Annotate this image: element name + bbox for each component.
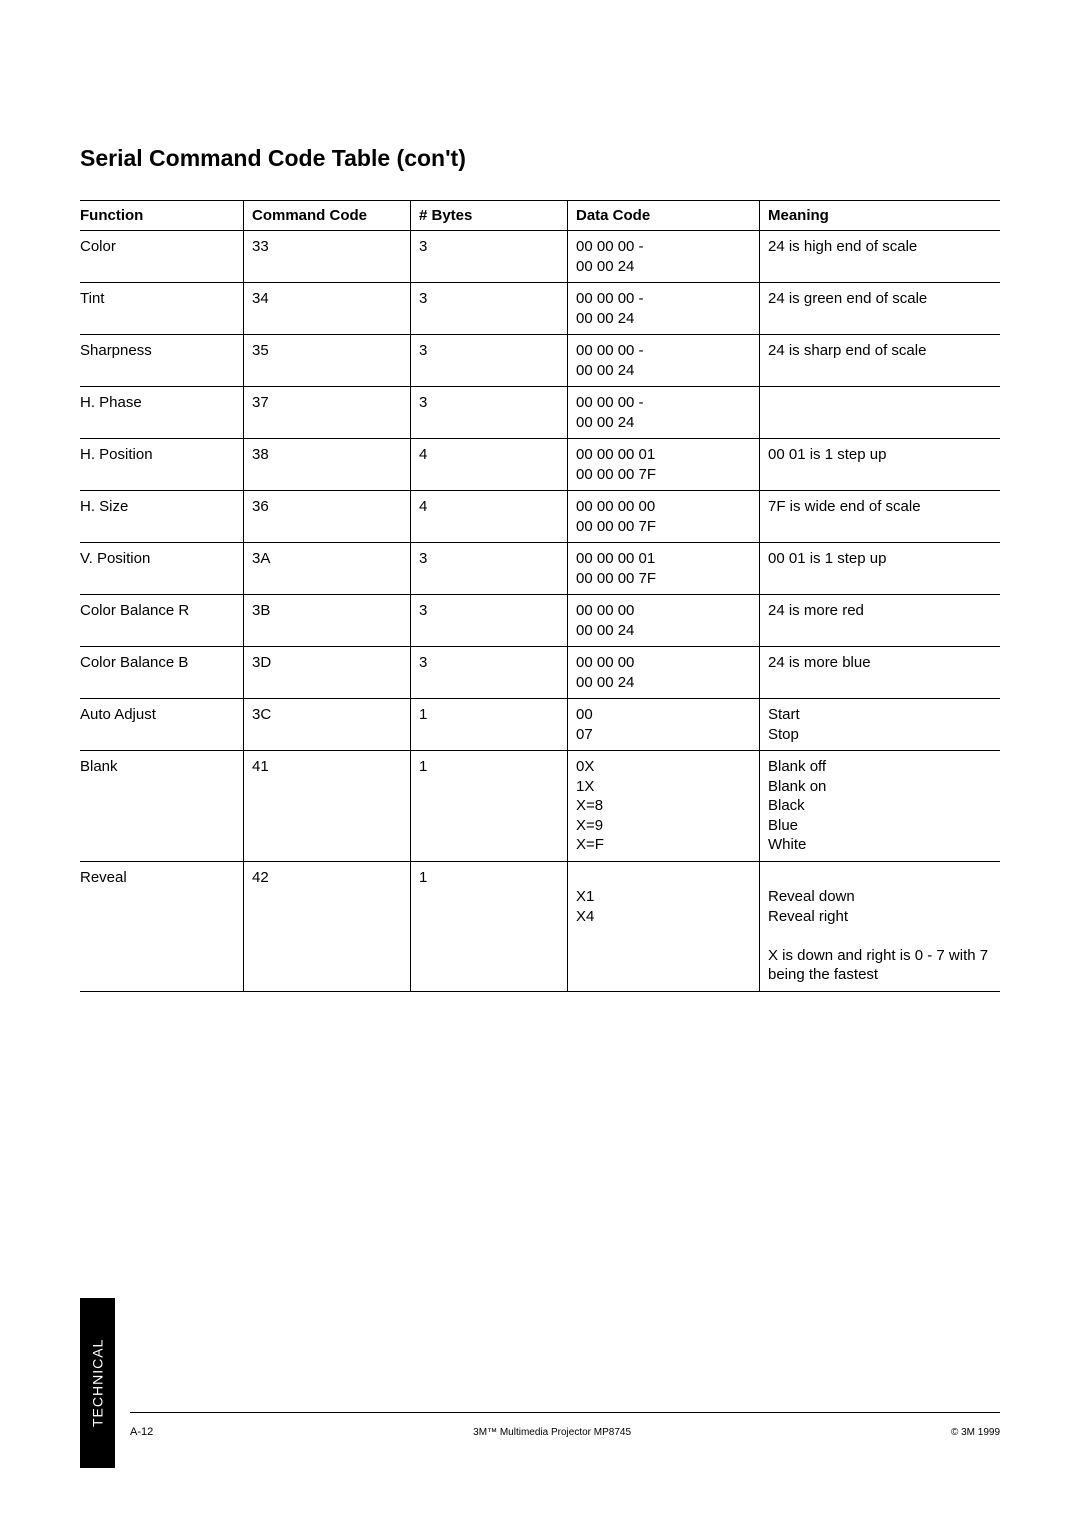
table-row: H. Position 38 4 00 00 00 01 00 00 00 7F… — [80, 439, 1000, 491]
side-section-tab: TECHNICAL — [80, 1298, 115, 1468]
document-page: Serial Command Code Table (con't) Functi… — [0, 0, 1080, 1528]
col-header-function: Function — [80, 201, 244, 231]
cell-function: H. Phase — [80, 387, 244, 439]
cell-function: Sharpness — [80, 335, 244, 387]
col-header-data-code: Data Code — [568, 201, 760, 231]
cell-code: 38 — [244, 439, 411, 491]
cell-bytes: 3 — [411, 283, 568, 335]
cell-data: 0X 1X X=8 X=9 X=F — [568, 751, 760, 862]
cell-data: 00 00 00 01 00 00 00 7F — [568, 543, 760, 595]
cell-code: 37 — [244, 387, 411, 439]
cell-code: 3C — [244, 699, 411, 751]
cell-data: 00 00 00 01 00 00 00 7F — [568, 439, 760, 491]
table-row: Reveal 42 1 X1 X4 Reveal down Reveal rig… — [80, 861, 1000, 991]
footer-copyright: © 3M 1999 — [951, 1427, 1000, 1438]
footer-page-number: A-12 — [130, 1426, 153, 1438]
cell-bytes: 1 — [411, 861, 568, 991]
col-header-meaning: Meaning — [760, 201, 1001, 231]
cell-bytes: 3 — [411, 335, 568, 387]
footer-divider — [130, 1412, 1000, 1413]
cell-meaning: Reveal down Reveal right X is down and r… — [760, 861, 1001, 991]
cell-meaning — [760, 387, 1001, 439]
footer-product-name: 3M™ Multimedia Projector MP8745 — [473, 1427, 631, 1438]
cell-data: 00 00 00 - 00 00 24 — [568, 231, 760, 283]
cell-data: 00 00 00 00 00 00 00 7F — [568, 491, 760, 543]
cell-bytes: 1 — [411, 751, 568, 862]
cell-data: 00 07 — [568, 699, 760, 751]
cell-bytes: 4 — [411, 491, 568, 543]
cell-meaning: 24 is more red — [760, 595, 1001, 647]
cell-code: 33 — [244, 231, 411, 283]
cell-data: 00 00 00 - 00 00 24 — [568, 387, 760, 439]
cell-data: X1 X4 — [568, 861, 760, 991]
col-header-command-code: Command Code — [244, 201, 411, 231]
cell-code: 41 — [244, 751, 411, 862]
page-footer: A-12 3M™ Multimedia Projector MP8745 © 3… — [130, 1426, 1000, 1438]
cell-meaning: 7F is wide end of scale — [760, 491, 1001, 543]
cell-data: 00 00 00 - 00 00 24 — [568, 283, 760, 335]
table-row: V. Position 3A 3 00 00 00 01 00 00 00 7F… — [80, 543, 1000, 595]
cell-bytes: 3 — [411, 595, 568, 647]
cell-meaning: 24 is sharp end of scale — [760, 335, 1001, 387]
col-header-bytes: # Bytes — [411, 201, 568, 231]
cell-code: 3D — [244, 647, 411, 699]
table-row: H. Size 36 4 00 00 00 00 00 00 00 7F 7F … — [80, 491, 1000, 543]
cell-bytes: 3 — [411, 543, 568, 595]
cell-code: 3A — [244, 543, 411, 595]
cell-meaning: Blank off Blank on Black Blue White — [760, 751, 1001, 862]
table-header-row: Function Command Code # Bytes Data Code … — [80, 201, 1000, 231]
table-row: Auto Adjust 3C 1 00 07 Start Stop — [80, 699, 1000, 751]
cell-function: V. Position — [80, 543, 244, 595]
cell-function: H. Size — [80, 491, 244, 543]
cell-function: Tint — [80, 283, 244, 335]
cell-function: Reveal — [80, 861, 244, 991]
cell-data: 00 00 00 00 00 24 — [568, 647, 760, 699]
cell-data: 00 00 00 00 00 24 — [568, 595, 760, 647]
page-title: Serial Command Code Table (con't) — [80, 145, 1000, 172]
cell-meaning: 24 is green end of scale — [760, 283, 1001, 335]
side-tab-label: TECHNICAL — [90, 1339, 106, 1427]
cell-function: Color Balance R — [80, 595, 244, 647]
cell-function: Color — [80, 231, 244, 283]
cell-meaning: 00 01 is 1 step up — [760, 543, 1001, 595]
table-row: Sharpness 35 3 00 00 00 - 00 00 24 24 is… — [80, 335, 1000, 387]
cell-code: 42 — [244, 861, 411, 991]
cell-bytes: 4 — [411, 439, 568, 491]
table-row: Tint 34 3 00 00 00 - 00 00 24 24 is gree… — [80, 283, 1000, 335]
cell-function: Color Balance B — [80, 647, 244, 699]
cell-meaning: 24 is high end of scale — [760, 231, 1001, 283]
cell-function: Auto Adjust — [80, 699, 244, 751]
cell-function: Blank — [80, 751, 244, 862]
table-body: Color 33 3 00 00 00 - 00 00 24 24 is hig… — [80, 231, 1000, 992]
cell-data: 00 00 00 - 00 00 24 — [568, 335, 760, 387]
cell-code: 34 — [244, 283, 411, 335]
command-code-table: Function Command Code # Bytes Data Code … — [80, 200, 1000, 992]
cell-code: 35 — [244, 335, 411, 387]
cell-bytes: 3 — [411, 647, 568, 699]
table-row: Blank 41 1 0X 1X X=8 X=9 X=F Blank off B… — [80, 751, 1000, 862]
cell-code: 36 — [244, 491, 411, 543]
cell-code: 3B — [244, 595, 411, 647]
cell-bytes: 3 — [411, 387, 568, 439]
cell-function: H. Position — [80, 439, 244, 491]
cell-bytes: 1 — [411, 699, 568, 751]
cell-meaning: 24 is more blue — [760, 647, 1001, 699]
table-row: Color Balance R 3B 3 00 00 00 00 00 24 2… — [80, 595, 1000, 647]
table-row: Color Balance B 3D 3 00 00 00 00 00 24 2… — [80, 647, 1000, 699]
cell-meaning: 00 01 is 1 step up — [760, 439, 1001, 491]
table-row: H. Phase 37 3 00 00 00 - 00 00 24 — [80, 387, 1000, 439]
cell-bytes: 3 — [411, 231, 568, 283]
cell-meaning: Start Stop — [760, 699, 1001, 751]
table-row: Color 33 3 00 00 00 - 00 00 24 24 is hig… — [80, 231, 1000, 283]
